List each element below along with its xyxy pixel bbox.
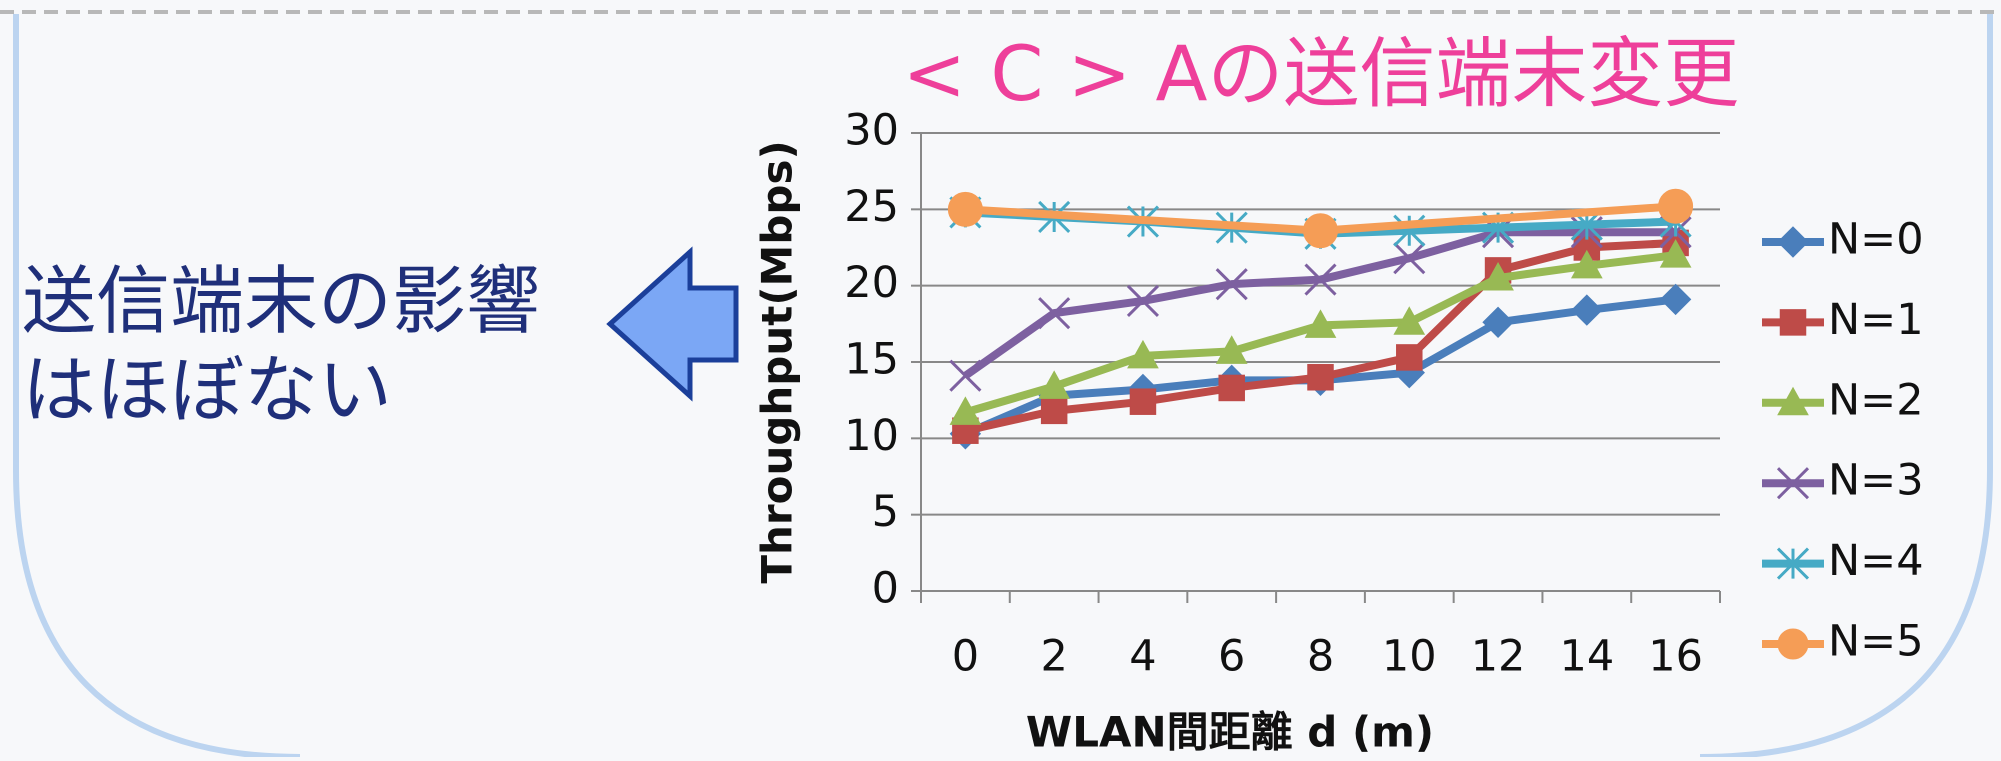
y-tick-label: 25 (844, 182, 899, 232)
marker (1038, 297, 1071, 330)
marker (1482, 262, 1514, 291)
marker (949, 359, 982, 392)
x-tick-label: 2 (1040, 632, 1067, 682)
marker (1396, 344, 1423, 371)
x-tick-label: 14 (1559, 632, 1614, 682)
chart-title: < C > Aの送信端末変更 (903, 29, 1740, 118)
marker (1482, 306, 1514, 339)
marker (1218, 374, 1245, 402)
arrow (606, 246, 739, 402)
y-tick-label: 20 (844, 258, 899, 308)
annotation-line: 送信端末の影響 (22, 259, 540, 345)
marker (1658, 188, 1694, 224)
marker (1215, 335, 1248, 364)
marker (1776, 547, 1810, 580)
marker (1393, 242, 1426, 275)
x-tick-label: 4 (1129, 632, 1156, 682)
legend-label: N=4 (1828, 536, 1924, 586)
marker (1304, 309, 1337, 338)
marker (1659, 283, 1692, 316)
marker (1129, 388, 1157, 415)
marker (1779, 309, 1807, 336)
y-tick-label: 0 (872, 564, 899, 614)
marker (949, 396, 982, 425)
marker (1659, 239, 1692, 268)
legend-label: N=1 (1828, 295, 1924, 345)
marker (947, 191, 983, 227)
legend-label: N=2 (1828, 375, 1924, 425)
legend-label: N=3 (1828, 456, 1924, 506)
annotation-line: はほぼない (22, 348, 392, 434)
marker (1307, 364, 1334, 391)
frame-left (13, 14, 301, 760)
x-tick-label: 10 (1382, 632, 1437, 682)
x-tick-label: 12 (1471, 632, 1526, 682)
x-tick-label: 16 (1648, 632, 1703, 682)
y-tick-label: 15 (844, 335, 899, 385)
marker (1571, 294, 1603, 326)
legend-label: N=5 (1828, 617, 1924, 667)
x-tick-label: 8 (1307, 632, 1334, 682)
marker (1215, 268, 1248, 301)
marker (1777, 628, 1809, 660)
y-axis-label: Throughput(Mbps) (753, 140, 802, 583)
marker (1038, 370, 1071, 399)
marker (1570, 249, 1603, 279)
marker (1777, 386, 1809, 416)
marker (1127, 339, 1159, 369)
frame-right (1699, 14, 1993, 760)
x-axis-label: WLAN間距離 d (m) (1026, 708, 1434, 757)
y-tick-label: 30 (844, 106, 899, 156)
marker (1777, 226, 1809, 258)
marker (1303, 213, 1338, 249)
marker (1393, 306, 1426, 335)
marker (1304, 263, 1337, 296)
y-tick-label: 10 (844, 411, 899, 461)
marker (1776, 467, 1810, 500)
x-tick-label: 6 (1218, 632, 1245, 682)
y-tick-label: 5 (872, 487, 899, 537)
x-tick-label: 0 (952, 632, 979, 682)
marker (1040, 397, 1068, 425)
legend-label: N=0 (1828, 215, 1924, 265)
marker (1126, 284, 1160, 317)
